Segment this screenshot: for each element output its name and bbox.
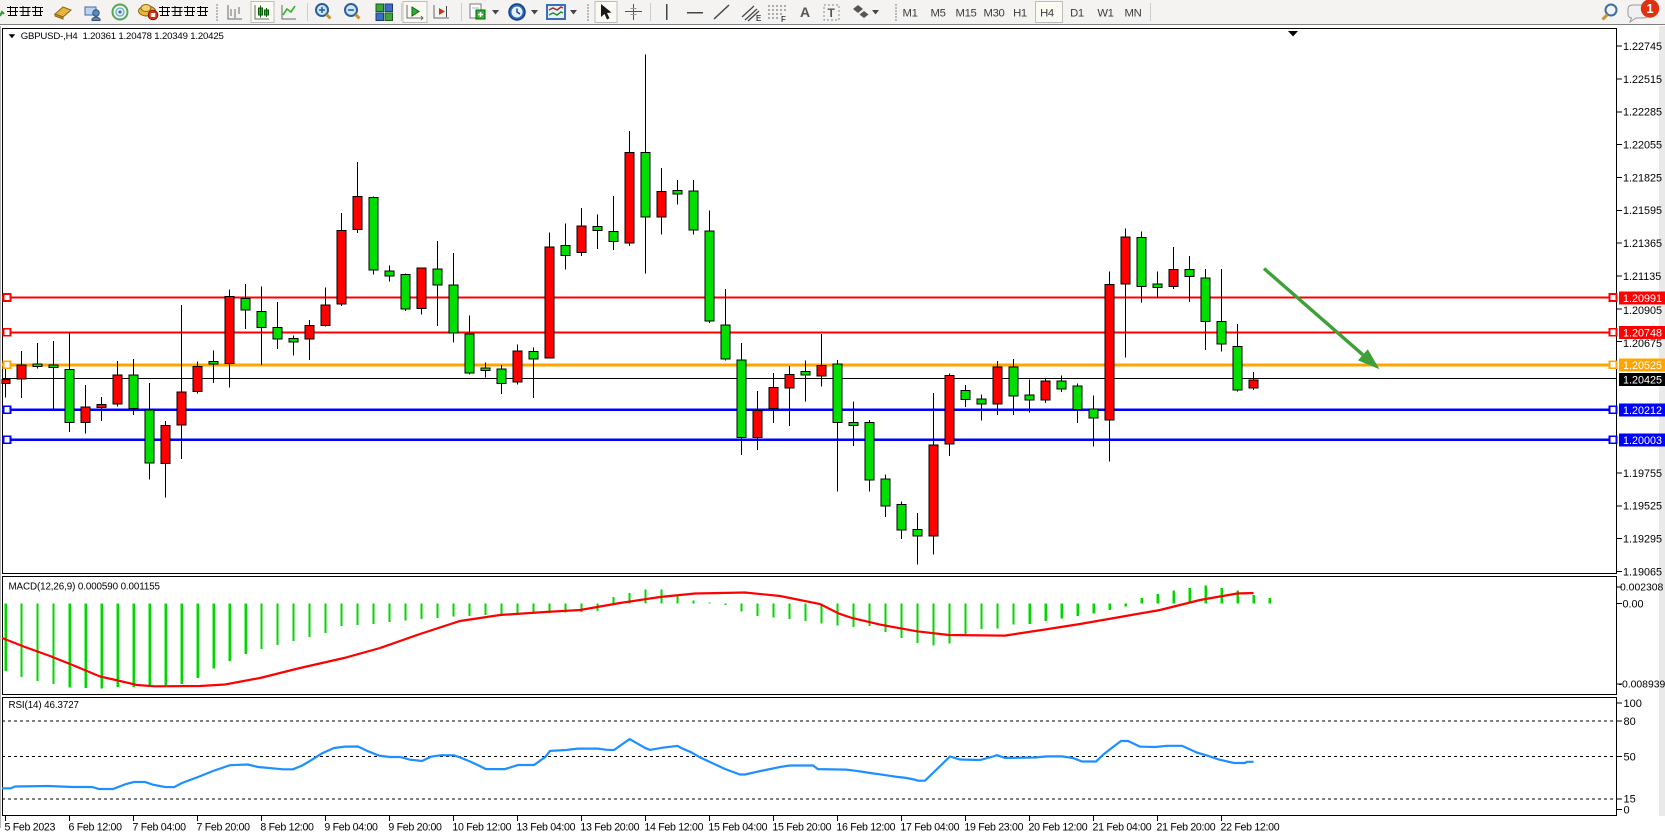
svg-text:1.19525: 1.19525 bbox=[1623, 501, 1662, 513]
svg-text:1.20905: 1.20905 bbox=[1623, 305, 1662, 317]
svg-text:15 Feb 20:00: 15 Feb 20:00 bbox=[772, 822, 831, 834]
svg-text:H4: H4 bbox=[1040, 8, 1054, 20]
svg-text:7 Feb 20:00: 7 Feb 20:00 bbox=[197, 822, 251, 834]
svg-text:MN: MN bbox=[1125, 8, 1142, 20]
svg-text:D1: D1 bbox=[1070, 8, 1084, 20]
svg-text:1.20425: 1.20425 bbox=[1623, 375, 1662, 387]
svg-text:E: E bbox=[756, 14, 761, 23]
svg-text:14 Feb 12:00: 14 Feb 12:00 bbox=[644, 822, 703, 834]
svg-text:0.002308: 0.002308 bbox=[1620, 583, 1664, 594]
svg-text:80: 80 bbox=[1624, 716, 1636, 728]
svg-text:M1: M1 bbox=[902, 8, 917, 20]
svg-text:1.21595: 1.21595 bbox=[1623, 205, 1662, 217]
svg-text:7 Feb 04:00: 7 Feb 04:00 bbox=[133, 822, 187, 834]
svg-text:W1: W1 bbox=[1097, 8, 1113, 20]
svg-text:100: 100 bbox=[1624, 698, 1642, 710]
svg-text:50: 50 bbox=[1624, 751, 1636, 763]
svg-text:1.20748: 1.20748 bbox=[1623, 328, 1662, 340]
svg-text:1: 1 bbox=[1646, 1, 1653, 16]
svg-text:MACD(12,26,9) 0.000590 0.00115: MACD(12,26,9) 0.000590 0.001155 bbox=[9, 582, 161, 593]
svg-text:RSI(14) 46.3727: RSI(14) 46.3727 bbox=[9, 700, 79, 711]
svg-text:T: T bbox=[828, 6, 836, 20]
svg-text:13 Feb 20:00: 13 Feb 20:00 bbox=[580, 822, 639, 834]
svg-text:13 Feb 04:00: 13 Feb 04:00 bbox=[516, 822, 575, 834]
svg-text:1.20525: 1.20525 bbox=[1623, 360, 1662, 372]
svg-text:9 Feb 04:00: 9 Feb 04:00 bbox=[324, 822, 378, 834]
svg-text:1.22055: 1.22055 bbox=[1623, 140, 1662, 152]
svg-text:1.21135: 1.21135 bbox=[1623, 271, 1661, 283]
svg-text:1.19065: 1.19065 bbox=[1623, 566, 1662, 578]
svg-text:1.21825: 1.21825 bbox=[1623, 172, 1662, 184]
svg-text:16 Feb 12:00: 16 Feb 12:00 bbox=[836, 822, 895, 834]
svg-text:0.00: 0.00 bbox=[1623, 599, 1644, 611]
svg-text:1.22285: 1.22285 bbox=[1623, 107, 1662, 119]
svg-text:1.22515: 1.22515 bbox=[1623, 74, 1662, 86]
svg-text:8 Feb 12:00: 8 Feb 12:00 bbox=[260, 822, 314, 834]
svg-text:1.22745: 1.22745 bbox=[1623, 41, 1662, 53]
svg-text:15: 15 bbox=[1624, 794, 1636, 806]
svg-text:1.20212: 1.20212 bbox=[1623, 405, 1662, 417]
svg-text:1.19755: 1.19755 bbox=[1623, 468, 1662, 480]
svg-text:H1: H1 bbox=[1013, 8, 1027, 20]
svg-text:15 Feb 04:00: 15 Feb 04:00 bbox=[708, 822, 767, 834]
svg-text:6 Feb 12:00: 6 Feb 12:00 bbox=[69, 822, 123, 834]
svg-text:GBPUSD-,H4 1.20361 1.20478 1.: GBPUSD-,H4 1.20361 1.20478 1.20349 1.204… bbox=[21, 31, 224, 42]
svg-text:-0.008939: -0.008939 bbox=[1619, 680, 1665, 691]
svg-text:0: 0 bbox=[1624, 804, 1630, 816]
svg-text:M5: M5 bbox=[930, 8, 945, 20]
svg-text:A: A bbox=[800, 4, 810, 20]
svg-text:1.19295: 1.19295 bbox=[1623, 533, 1662, 545]
svg-text:1.20991: 1.20991 bbox=[1623, 293, 1662, 305]
svg-text:M15: M15 bbox=[955, 8, 976, 20]
svg-text:1.20675: 1.20675 bbox=[1623, 338, 1662, 350]
svg-text:19 Feb 23:00: 19 Feb 23:00 bbox=[964, 822, 1023, 834]
svg-text:9 Feb 20:00: 9 Feb 20:00 bbox=[388, 822, 442, 834]
svg-text:1.21365: 1.21365 bbox=[1623, 238, 1662, 250]
svg-text:5 Feb 2023: 5 Feb 2023 bbox=[5, 822, 56, 834]
svg-text:20 Feb 12:00: 20 Feb 12:00 bbox=[1029, 822, 1088, 834]
svg-text:21 Feb 04:00: 21 Feb 04:00 bbox=[1093, 822, 1152, 834]
svg-text:1.20003: 1.20003 bbox=[1623, 435, 1662, 447]
svg-text:17 Feb 04:00: 17 Feb 04:00 bbox=[900, 822, 959, 834]
svg-text:M30: M30 bbox=[983, 8, 1004, 20]
svg-text:10 Feb 12:00: 10 Feb 12:00 bbox=[452, 822, 511, 834]
svg-text:F: F bbox=[781, 15, 786, 24]
svg-text:22 Feb 12:00: 22 Feb 12:00 bbox=[1221, 822, 1280, 834]
svg-text:21 Feb 20:00: 21 Feb 20:00 bbox=[1157, 822, 1216, 834]
